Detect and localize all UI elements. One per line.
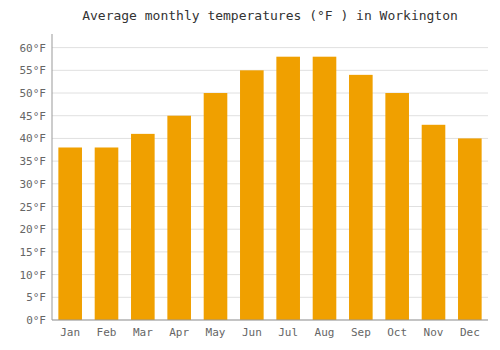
x-tick-label: Jan [60, 326, 80, 339]
y-tick-label: 10°F [20, 269, 47, 282]
y-tick-label: 35°F [20, 155, 47, 168]
x-tick-label: Jun [242, 326, 262, 339]
x-tick-label: Oct [387, 326, 407, 339]
y-tick-label: 0°F [26, 314, 46, 327]
y-tick-label: 50°F [20, 87, 47, 100]
x-tick-label: Feb [97, 326, 117, 339]
y-tick-label: 20°F [20, 223, 47, 236]
bars [58, 57, 481, 320]
y-tick-label: 25°F [20, 201, 47, 214]
y-axis-line [52, 34, 53, 320]
x-tick-label: Apr [169, 326, 189, 339]
bar [276, 57, 300, 320]
bar [95, 147, 119, 320]
grid-line [52, 70, 488, 71]
title: Average monthly temperatures (°F ) in Wo… [82, 8, 458, 23]
grid-line [52, 93, 488, 94]
x-tick-label: Dec [460, 326, 480, 339]
y-tick-label: 15°F [20, 246, 47, 259]
x-tick-label: May [206, 326, 226, 339]
y-tick-label: 45°F [20, 110, 47, 123]
bar [385, 93, 409, 320]
y-tick-label: 5°F [26, 291, 46, 304]
x-tick-label: Aug [315, 326, 335, 339]
grid [52, 48, 488, 320]
bar [422, 125, 446, 320]
bar [167, 116, 191, 320]
bar [349, 75, 373, 320]
bar [131, 134, 155, 320]
y-tick-label: 55°F [20, 64, 47, 77]
bar [240, 70, 264, 320]
x-tick-label: Sep [351, 326, 371, 339]
x-tick-label: Nov [424, 326, 444, 339]
bar [58, 147, 82, 320]
x-tick-label: Jul [278, 326, 298, 339]
bar [313, 57, 337, 320]
grid-line [52, 47, 488, 48]
x-axis-line [52, 320, 488, 321]
grid-line [52, 320, 488, 321]
chart-svg: 0°F 5°F 10°F 15°F 20°F 25°F 30°F 35°F 40°F 45°F 50… [0, 0, 500, 350]
y-tick-label: 30°F [20, 178, 47, 191]
grid-line [52, 115, 488, 116]
bar [458, 138, 482, 320]
y-tick-label: 60°F [20, 42, 47, 55]
y-tick-label: 40°F [20, 132, 47, 145]
chart-container: 0°F 5°F 10°F 15°F 20°F 25°F 30°F 35°F 40°F 45°F 50… [0, 0, 500, 350]
x-tick-label: Mar [133, 326, 153, 339]
bar [204, 93, 228, 320]
